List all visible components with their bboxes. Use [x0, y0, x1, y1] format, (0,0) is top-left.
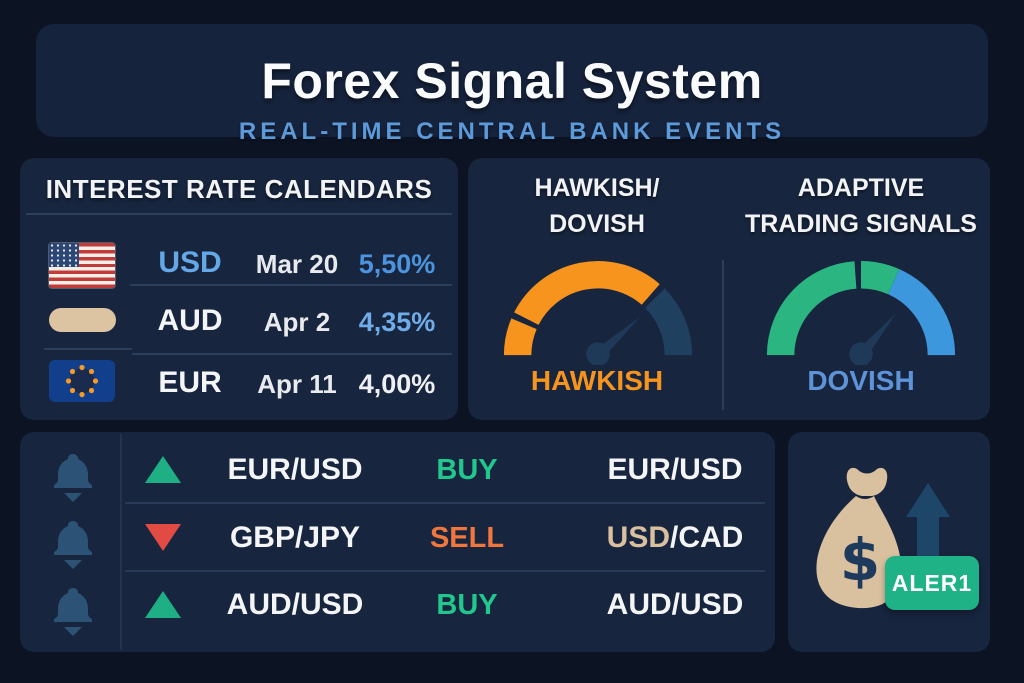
pair-secondary-label: EUR/USD — [607, 453, 743, 486]
interest-rate: 4,35% — [358, 307, 436, 337]
interest-rate: 4,00% — [358, 369, 436, 399]
down-triangle-icon — [145, 524, 181, 551]
gauges-panel: HAWKISH/ DOVISH HAWKISH ADAPTIVE TRADING… — [468, 158, 990, 420]
bell-icon[interactable] — [50, 586, 96, 638]
gauge-title-line2: TRADING SIGNALS — [745, 210, 977, 238]
action-label: BUY — [436, 589, 498, 621]
pair-secondary-label: AUD/USD — [606, 588, 744, 621]
up-triangle-icon — [145, 591, 181, 618]
divider — [26, 213, 452, 215]
gauge-title-line1: HAWKISH/ — [534, 174, 660, 202]
sentiment-gauge-icon — [766, 260, 956, 365]
event-date: Apr 11 — [257, 369, 337, 399]
action-label: BUY — [436, 454, 498, 486]
header-panel: Forex Signal System REAL-TIME CENTRAL BA… — [36, 24, 988, 145]
eu-flag-icon — [49, 360, 115, 402]
calendar-panel: INTEREST RATE CALENDARS USD Mar 20 5,50%… — [20, 158, 458, 420]
pair-label: GBP/JPY — [229, 521, 361, 554]
gauge-title-line2: DOVISH — [549, 210, 645, 238]
us-flag-canton — [49, 243, 79, 267]
bell-icon[interactable] — [50, 452, 96, 504]
currency-code: USD — [158, 246, 222, 279]
signals-panel: EUR/USD BUY EUR/USD GBP/JPY SELL USD/CAD… — [20, 432, 775, 652]
up-triangle-icon — [145, 456, 181, 483]
currency-code: EUR — [158, 366, 222, 399]
divider — [125, 570, 765, 572]
divider — [120, 434, 122, 650]
pair-secondary-rest: /CAD — [670, 521, 744, 554]
page-title: Forex Signal System — [261, 53, 763, 109]
sentiment-gauge-icon — [503, 260, 693, 365]
up-arrow-icon — [906, 483, 950, 558]
divider — [132, 353, 452, 355]
aud-flag-icon — [49, 308, 116, 332]
svg-text:$: $ — [840, 526, 880, 594]
pair-secondary-prefix: USD — [606, 521, 670, 554]
money-bag-icon: $ — [816, 467, 902, 609]
pair-label: AUD/USD — [226, 588, 364, 621]
gauge-title-line1: ADAPTIVE — [797, 174, 925, 202]
pair-label: EUR/USD — [227, 453, 363, 486]
divider — [125, 502, 765, 504]
alert-badge[interactable]: ALER1 — [885, 556, 979, 610]
alert-graphic: $ — [816, 467, 950, 609]
calendar-title: INTEREST RATE CALENDARS — [45, 174, 433, 204]
interest-rate: 5,50% — [358, 249, 436, 279]
gauge-value-label: HAWKISH — [530, 365, 664, 396]
currency-code: AUD — [157, 304, 223, 337]
page-subtitle: REAL-TIME CENTRAL BANK EVENTS — [238, 118, 786, 145]
gauge-value-label: DOVISH — [807, 365, 915, 396]
divider — [722, 260, 724, 410]
action-label: SELL — [429, 522, 505, 554]
event-date: Apr 2 — [263, 307, 331, 337]
event-date: Mar 20 — [255, 249, 339, 279]
pair-secondary-label: USD/CAD — [590, 521, 760, 555]
alert-card: $ ALER1 — [788, 432, 990, 652]
divider — [130, 284, 452, 286]
bell-icon[interactable] — [50, 519, 96, 571]
us-flag-icon — [49, 243, 115, 288]
divider — [44, 348, 132, 350]
